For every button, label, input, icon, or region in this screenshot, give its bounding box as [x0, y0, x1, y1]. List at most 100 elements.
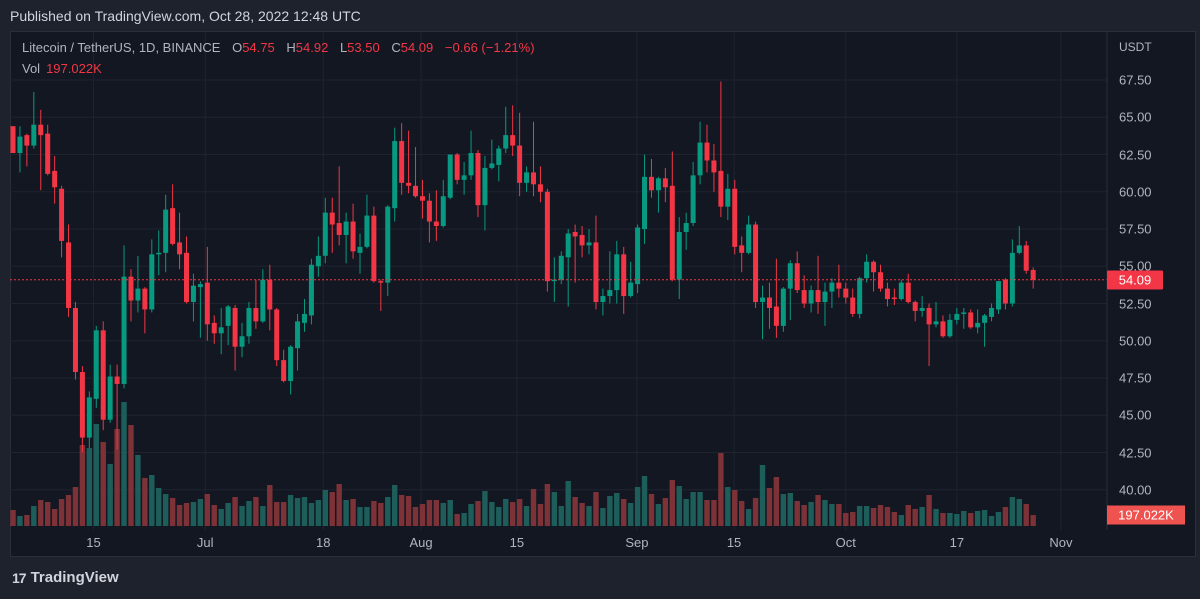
candle-body [607, 290, 613, 297]
candle-body [648, 176, 654, 191]
volume-bar [239, 506, 245, 526]
candle-body [975, 322, 981, 328]
candle-body [635, 227, 641, 285]
volume-bar [926, 495, 932, 526]
candle-body [433, 221, 439, 227]
candle-body [704, 142, 710, 161]
volume-bar [995, 512, 1002, 526]
volume-bar [586, 506, 592, 526]
published-caption: Published on TradingView.com, Oct 28, 20… [10, 8, 361, 24]
candle-body [517, 145, 523, 183]
candle-body [378, 281, 384, 283]
volume-bar [683, 499, 689, 526]
volume-bar [676, 486, 682, 526]
candle-body [683, 223, 689, 232]
volume-bar [898, 515, 905, 526]
low-label: L [339, 40, 348, 55]
volume-bar [398, 495, 405, 526]
candle-body [551, 279, 557, 282]
volume-bar [197, 499, 204, 526]
volume-bar [260, 506, 266, 526]
volume-bar [176, 505, 183, 526]
volume-bar [961, 511, 967, 526]
candle-body [163, 209, 169, 253]
volume-tag: 197.022K [1107, 505, 1185, 525]
candle-body [281, 360, 287, 381]
candle-body [801, 290, 807, 304]
candle-body [746, 224, 752, 253]
time-tick-label: Nov [1049, 535, 1073, 550]
candle-body [884, 288, 890, 300]
candle-body [732, 188, 738, 247]
tradingview-footer[interactable]: 17 TradingView [12, 569, 119, 586]
volume-bar [745, 509, 752, 526]
time-tick-label: 17 [949, 535, 965, 550]
candle-body [662, 178, 668, 188]
volume-bar [72, 487, 79, 526]
candle-body [79, 372, 85, 438]
volume-bar [426, 500, 433, 526]
candle-body [295, 321, 301, 349]
volume-bar [419, 504, 426, 526]
symbol-name: Litecoin / TetherUS, 1D, BINANCE [22, 40, 221, 55]
volume-bar [357, 507, 363, 526]
candle-body [815, 290, 821, 303]
volume-bar [877, 505, 884, 526]
open-label: O [232, 40, 243, 55]
candle-body [621, 254, 627, 297]
volume-bar [31, 506, 37, 526]
candle-body [329, 212, 335, 225]
volume-bar [267, 485, 273, 526]
candle-body [524, 172, 530, 183]
volume-bar [780, 494, 787, 526]
volume-bar [447, 500, 453, 526]
volume-bar [794, 501, 800, 526]
volume-bar [579, 503, 585, 526]
candle-body [288, 346, 294, 381]
candle-body [267, 279, 273, 310]
candle-body [100, 330, 106, 420]
candle-body [912, 302, 918, 311]
volume-bar [968, 513, 974, 526]
volume-bar [204, 494, 211, 526]
price-tick-label: 52.50 [1119, 296, 1152, 311]
price-tick-label: 67.50 [1119, 72, 1152, 88]
volume-bar [655, 504, 662, 526]
candle-body [156, 252, 162, 255]
candle-body [565, 233, 571, 258]
candle-body [350, 221, 356, 252]
candle-body [308, 264, 314, 316]
candle-body [461, 175, 467, 180]
volume-bar [169, 498, 176, 526]
volume-bar [766, 488, 773, 526]
volume-bar [662, 498, 669, 526]
candle-body [177, 242, 183, 255]
volume-bar [787, 493, 793, 526]
change-value: −0.66 (−1.21%) [444, 40, 535, 55]
price-tick-label: 42.50 [1119, 445, 1152, 460]
candle-body [385, 206, 391, 283]
price-axis-unit[interactable]: USDT [1119, 40, 1152, 54]
volume-bar [516, 499, 523, 526]
volume-value: 197.022K [46, 61, 102, 76]
candle-body [343, 221, 349, 235]
price-tick-label: 47.50 [1119, 370, 1152, 386]
volume-bar [86, 448, 93, 526]
candle-body [357, 246, 363, 253]
volume-bar [461, 513, 467, 526]
volume-bar [433, 500, 440, 526]
candle-body [426, 200, 432, 222]
candle-body [10, 126, 16, 154]
volume-bar [308, 503, 315, 526]
candle-body [878, 272, 883, 289]
volume-bar [24, 515, 30, 526]
brand-name: TradingView [30, 569, 119, 586]
volume-bar [558, 506, 564, 526]
candle-body [919, 307, 925, 311]
candle-body [808, 290, 814, 304]
candle-body [989, 307, 995, 317]
candle-body [780, 288, 786, 326]
volume-bar [1016, 499, 1022, 526]
candle-body [1002, 279, 1008, 304]
